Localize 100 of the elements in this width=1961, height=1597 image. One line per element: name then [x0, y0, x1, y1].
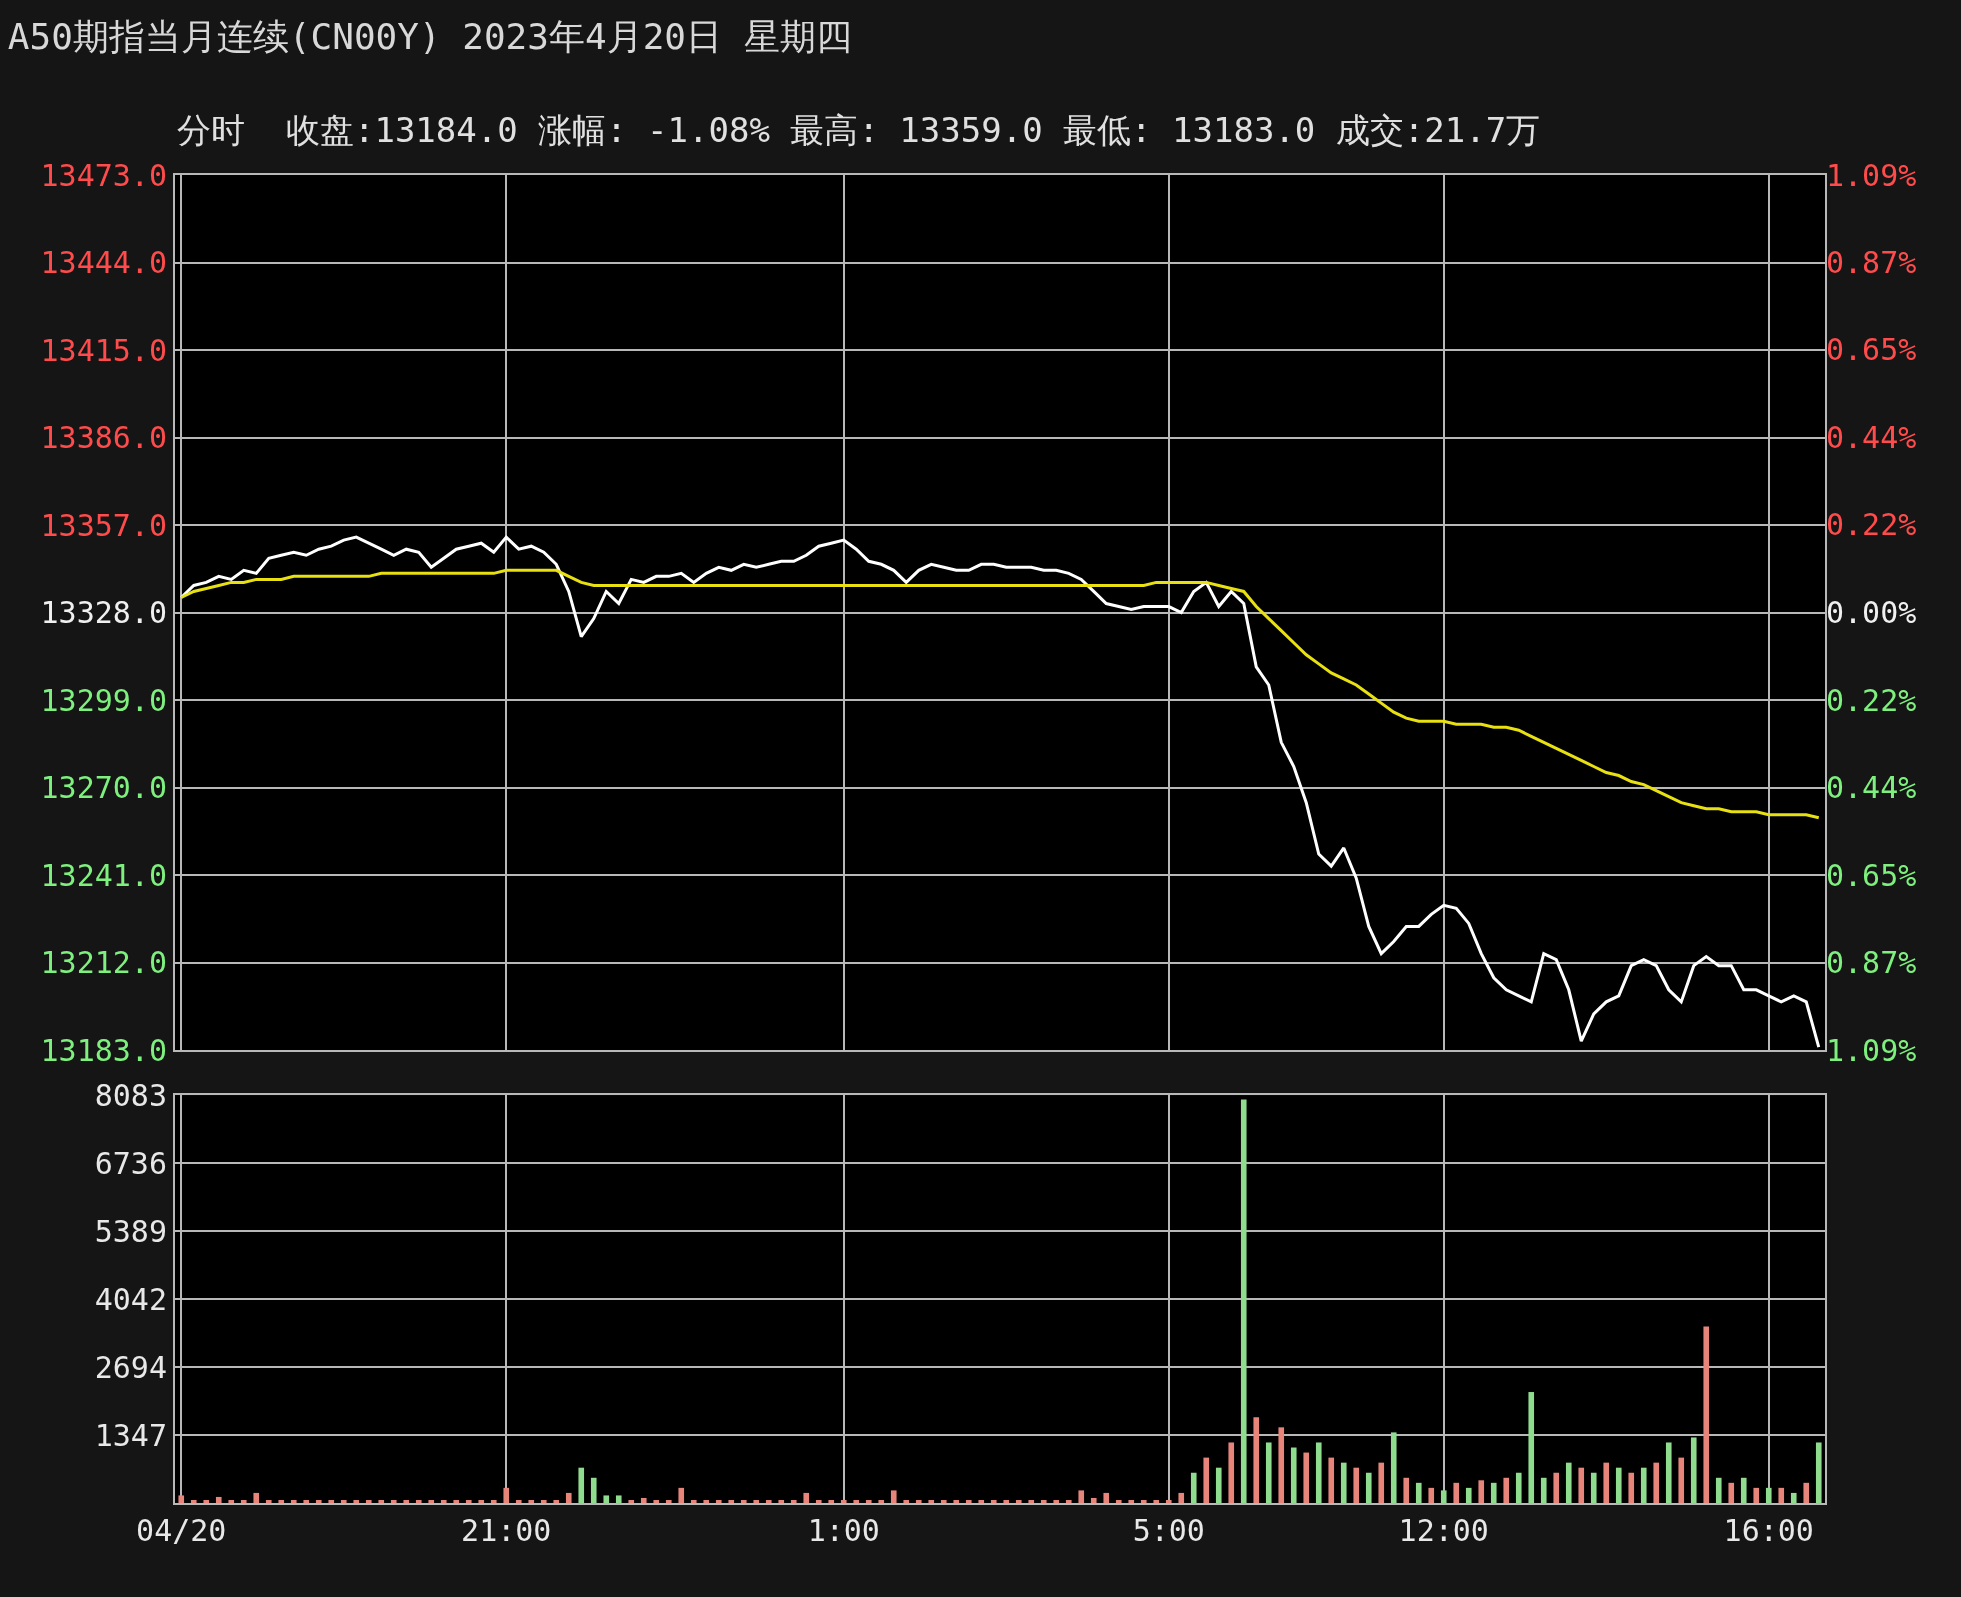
- line-series: [179, 568, 1821, 820]
- y2-tick-label: 0.65%: [1826, 332, 1917, 368]
- x-tick-label: 12:00: [1398, 1513, 1489, 1548]
- y2-tick-label: 0.22%: [1826, 682, 1917, 718]
- bar: [303, 1499, 310, 1503]
- bar: [265, 1499, 272, 1503]
- bar: [440, 1499, 447, 1503]
- bar: [403, 1499, 410, 1503]
- y-tick-label: 13183.0: [40, 1032, 167, 1068]
- bar: [1790, 1492, 1797, 1503]
- bar: [1703, 1326, 1710, 1503]
- bar: [965, 1499, 972, 1503]
- bar: [640, 1497, 647, 1503]
- bar: [928, 1499, 935, 1503]
- bar: [1065, 1499, 1072, 1503]
- bar: [740, 1499, 747, 1503]
- bar: [590, 1477, 597, 1503]
- bar: [915, 1499, 922, 1503]
- y-tick-label: 8083: [94, 1077, 167, 1113]
- y-tick-label: 13299.0: [40, 682, 167, 718]
- bar: [1465, 1487, 1472, 1503]
- line-series: [179, 535, 1821, 1049]
- bar: [1653, 1462, 1660, 1503]
- bar: [1565, 1462, 1572, 1503]
- bar: [178, 1495, 185, 1503]
- bar: [503, 1487, 510, 1503]
- bar: [578, 1467, 585, 1503]
- bar: [1490, 1482, 1497, 1503]
- bar: [1040, 1499, 1047, 1503]
- bar: [815, 1499, 822, 1503]
- bar: [1528, 1392, 1535, 1503]
- bar: [1003, 1499, 1010, 1503]
- bar: [190, 1499, 197, 1503]
- bar: [803, 1492, 810, 1503]
- bar: [753, 1499, 760, 1503]
- bar: [615, 1495, 622, 1503]
- y2-tick-label: 0.87%: [1826, 245, 1917, 281]
- bar: [778, 1499, 785, 1503]
- bar: [728, 1499, 735, 1503]
- bar: [1815, 1442, 1822, 1503]
- bar: [1778, 1487, 1785, 1503]
- y-tick-label: 13241.0: [40, 857, 167, 893]
- bar: [415, 1499, 422, 1503]
- bar: [653, 1499, 660, 1503]
- bar: [1403, 1477, 1410, 1503]
- bar: [1615, 1467, 1622, 1503]
- bar: [665, 1499, 672, 1503]
- bar: [1515, 1472, 1522, 1503]
- bar: [878, 1499, 885, 1503]
- x-tick-label: 16:00: [1723, 1513, 1814, 1548]
- bar: [428, 1499, 435, 1503]
- bar: [1215, 1467, 1222, 1503]
- y-tick-label: 13415.0: [40, 332, 167, 368]
- y2-tick-label: 1.09%: [1826, 1032, 1917, 1068]
- bar: [1315, 1442, 1322, 1503]
- bar: [365, 1499, 372, 1503]
- bar: [1540, 1477, 1547, 1503]
- bar: [240, 1499, 247, 1503]
- bar: [1628, 1472, 1635, 1503]
- x-tick-label: 04/20: [136, 1513, 227, 1548]
- bar: [390, 1499, 397, 1503]
- bar: [828, 1499, 835, 1503]
- bar: [1715, 1477, 1722, 1503]
- bar: [1578, 1467, 1585, 1503]
- bar: [1253, 1417, 1260, 1503]
- bar: [1278, 1427, 1285, 1503]
- bar: [1340, 1462, 1347, 1503]
- bar: [890, 1490, 897, 1503]
- bar: [328, 1499, 335, 1503]
- bar: [203, 1499, 210, 1503]
- bar: [1353, 1467, 1360, 1503]
- bar: [840, 1499, 847, 1503]
- bar: [1328, 1457, 1335, 1503]
- bar: [1415, 1482, 1422, 1503]
- bar: [690, 1499, 697, 1503]
- bar: [853, 1499, 860, 1503]
- bar: [978, 1499, 985, 1503]
- bar: [1440, 1490, 1447, 1503]
- y2-tick-label: 0.44%: [1826, 420, 1917, 456]
- bar: [603, 1495, 610, 1503]
- bar: [1115, 1499, 1122, 1503]
- y-tick-label: 13357.0: [40, 507, 167, 543]
- bar: [315, 1499, 322, 1503]
- bar: [1740, 1477, 1747, 1503]
- bar: [678, 1487, 685, 1503]
- bar: [453, 1499, 460, 1503]
- x-tick-label: 21:00: [461, 1513, 552, 1548]
- bar: [540, 1499, 547, 1503]
- bar: [1590, 1472, 1597, 1503]
- y2-tick-label: 0.00%: [1826, 595, 1917, 631]
- y-tick-label: 13444.0: [40, 245, 167, 281]
- bar: [990, 1499, 997, 1503]
- bar: [953, 1499, 960, 1503]
- bar: [1503, 1477, 1510, 1503]
- y-tick-label: 13270.0: [40, 770, 167, 806]
- bar: [353, 1499, 360, 1503]
- bar: [1640, 1467, 1647, 1503]
- bar: [1303, 1452, 1310, 1503]
- bar: [1028, 1499, 1035, 1503]
- bar: [1478, 1480, 1485, 1503]
